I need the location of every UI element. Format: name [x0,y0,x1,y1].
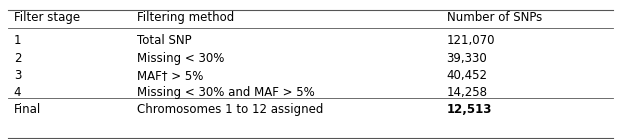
Text: 40,452: 40,452 [446,69,487,82]
Text: 1: 1 [14,34,21,47]
Text: 121,070: 121,070 [446,34,495,47]
Text: Number of SNPs: Number of SNPs [446,11,542,24]
Text: 3: 3 [14,69,21,82]
Text: 12,513: 12,513 [446,103,492,116]
Text: MAF† > 5%: MAF† > 5% [137,69,204,82]
Text: 39,330: 39,330 [446,52,487,65]
Text: Missing < 30% and MAF > 5%: Missing < 30% and MAF > 5% [137,86,315,99]
Text: Filter stage: Filter stage [14,11,80,24]
Text: 4: 4 [14,86,21,99]
Text: Chromosomes 1 to 12 assigned: Chromosomes 1 to 12 assigned [137,103,324,116]
Text: Final: Final [14,103,41,116]
Text: Missing < 30%: Missing < 30% [137,52,225,65]
Text: Filtering method: Filtering method [137,11,235,24]
Text: 2: 2 [14,52,21,65]
Text: Total SNP: Total SNP [137,34,192,47]
Text: 14,258: 14,258 [446,86,487,99]
